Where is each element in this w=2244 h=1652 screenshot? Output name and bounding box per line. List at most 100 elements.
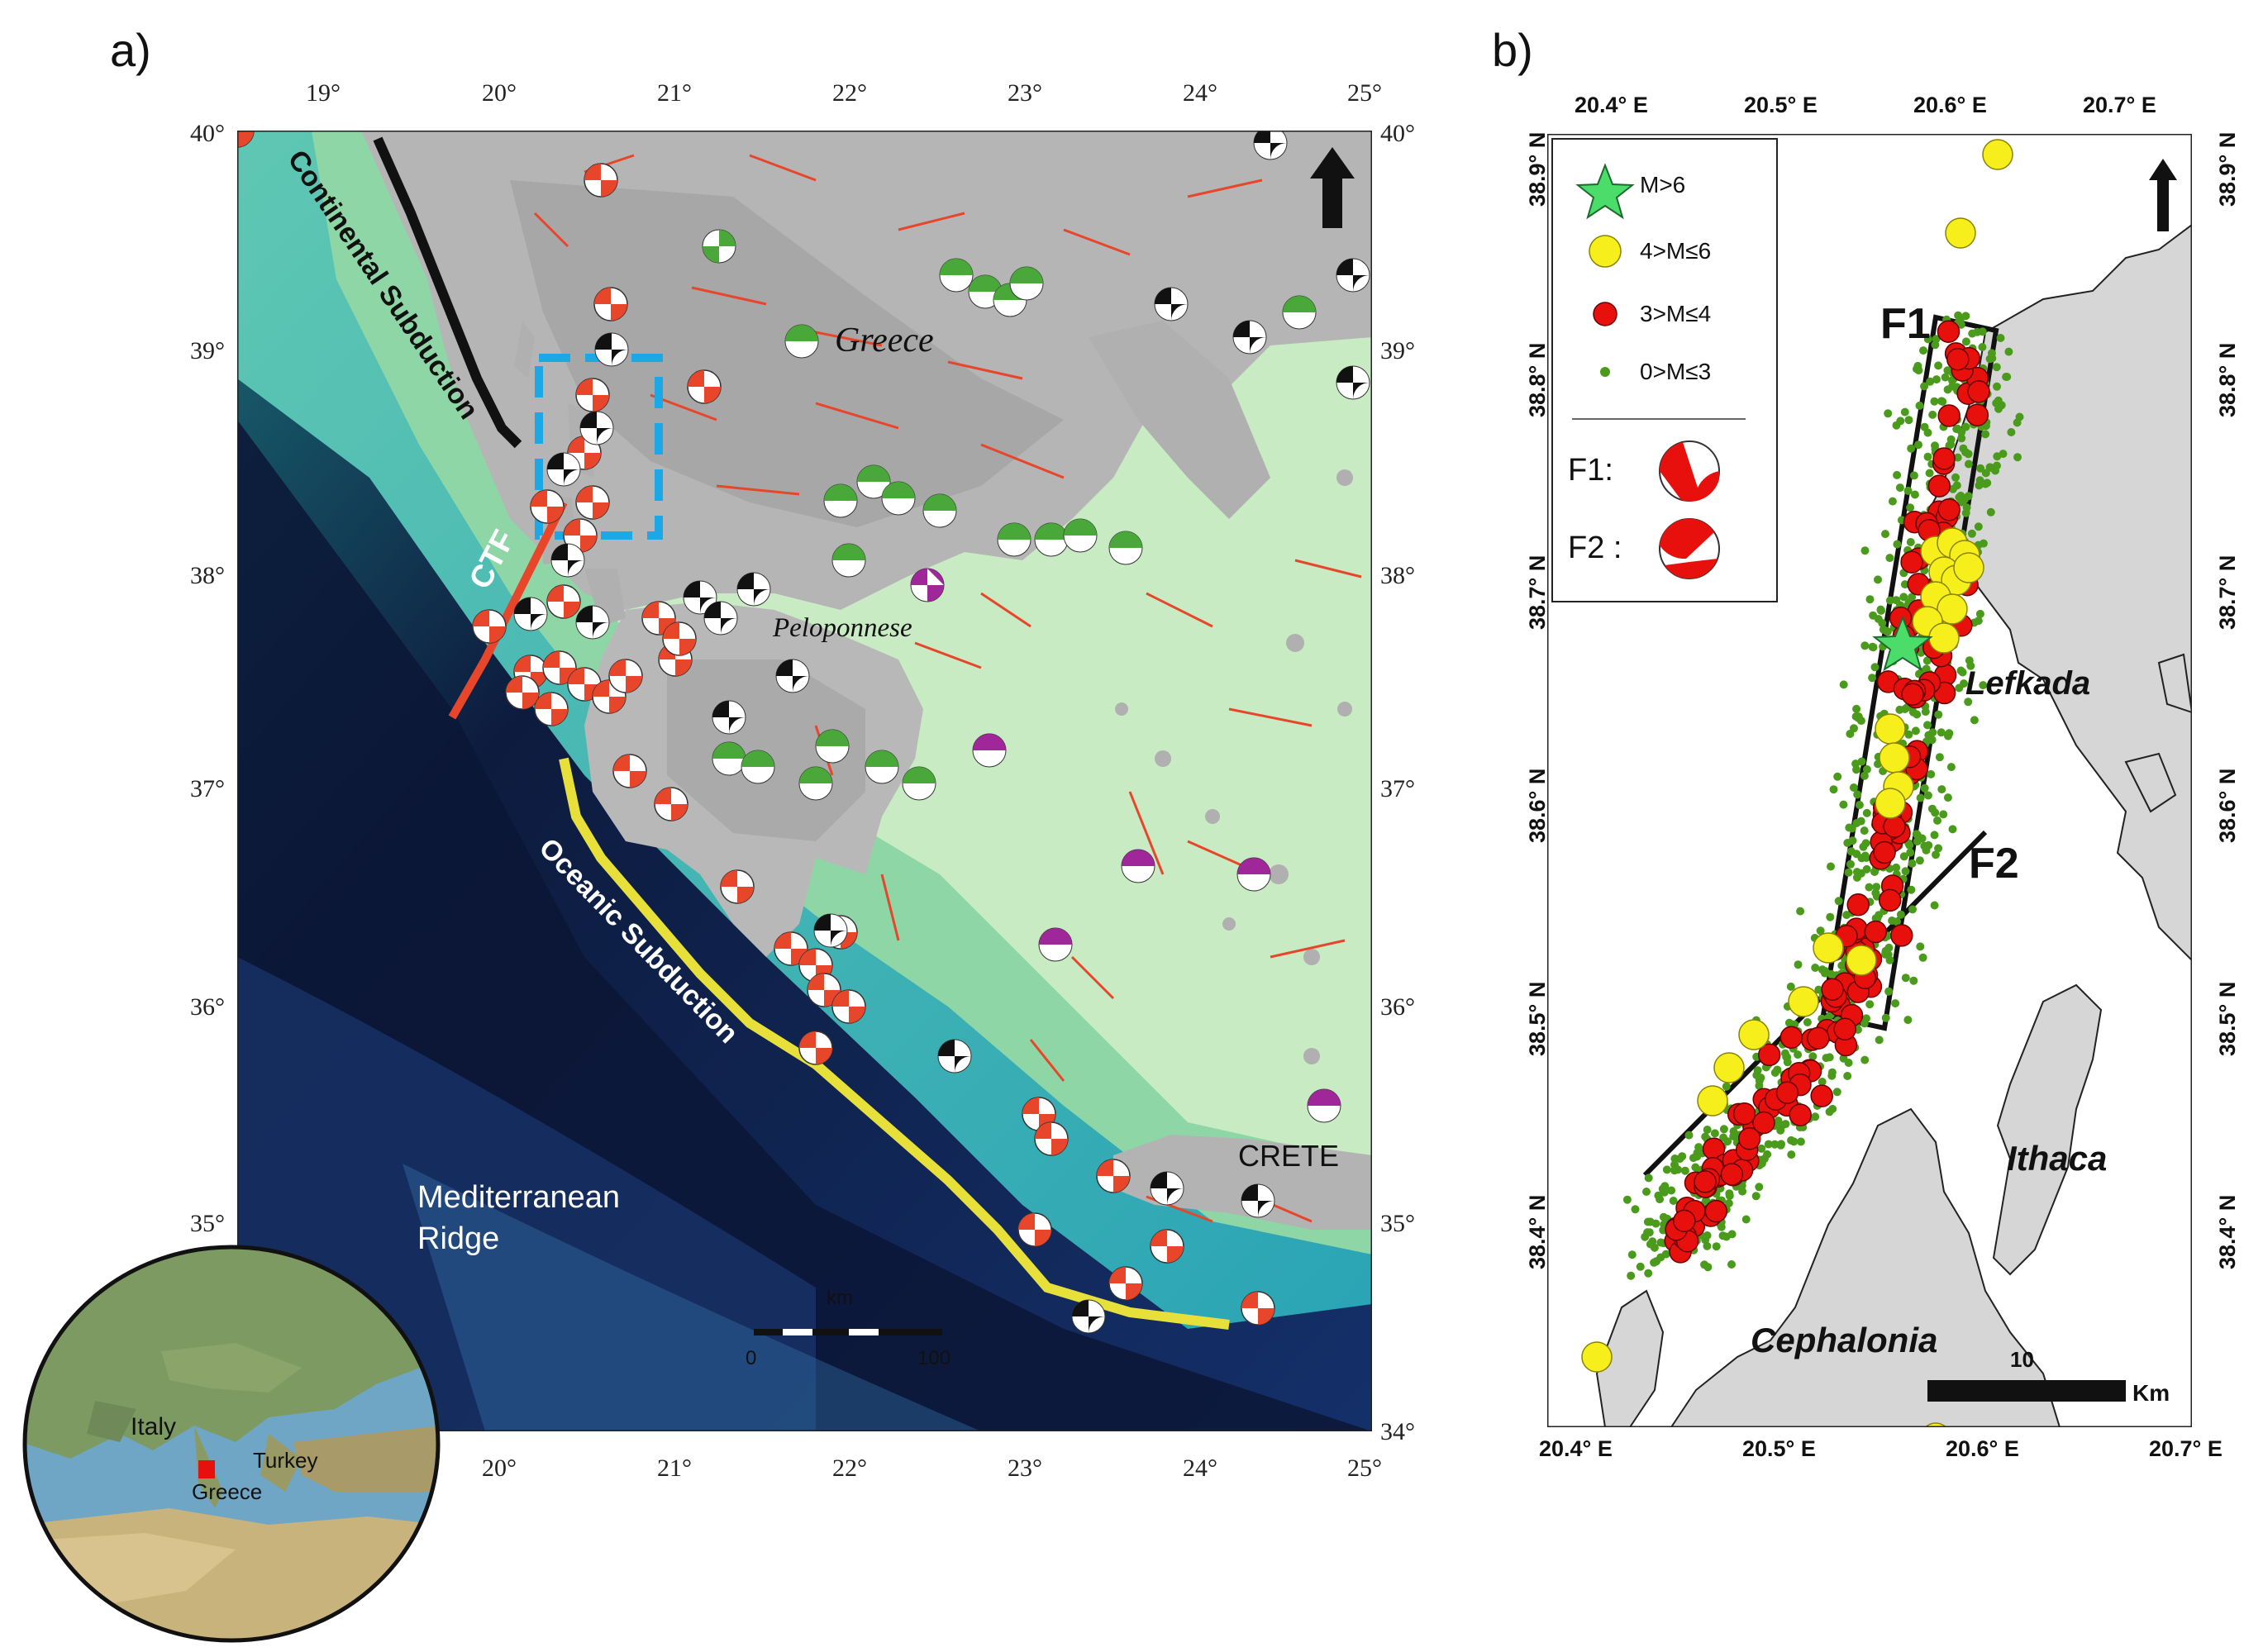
quake-m0-3: [1955, 493, 1964, 502]
inset-turkey: Turkey: [253, 1448, 318, 1473]
quake-m0-3: [1868, 674, 1877, 683]
quake-m3-4: [1927, 474, 1951, 498]
tick-top-25: 25°: [1347, 79, 1382, 107]
panel-a-map: [237, 131, 1372, 1431]
panel-b-label: b): [1492, 24, 1533, 76]
quake-m3-4: [1864, 920, 1888, 944]
legend-m0-label: 0>M≤3: [1640, 359, 1712, 384]
quake-m0-3: [1943, 366, 1952, 375]
quake-m0-3: [1862, 864, 1871, 874]
label-peloponnese: Peloponnese: [773, 613, 912, 643]
quake-m0-3: [1710, 1129, 1719, 1138]
tick-top-22: 22°: [832, 79, 867, 107]
quake-m0-3: [1914, 440, 1922, 450]
quake-m3-4: [1965, 403, 1989, 426]
quake-m4-6: [1928, 622, 1960, 654]
tick-bottom-21: 21°: [657, 1454, 692, 1482]
quake-m4-6: [1937, 593, 1968, 625]
quake-m0-3: [1872, 883, 1881, 892]
quake-m0-3: [1934, 710, 1943, 719]
quake-m0-3: [1892, 863, 1901, 872]
quake-m0-3: [1869, 643, 1878, 652]
quake-m0-3: [1932, 850, 1940, 859]
tick-bottom-25: 25°: [1347, 1454, 1382, 1482]
legend-yellow-dot: [1589, 235, 1622, 268]
tick-left-39: 39°: [190, 337, 225, 364]
tick-b-bottom-205: 20.5° E: [1742, 1436, 1816, 1461]
quake-m0-3: [1844, 868, 1853, 877]
quake-m0-3: [1881, 946, 1890, 955]
label-cephalonia: Cephalonia: [1751, 1321, 1938, 1359]
quake-m0-3: [1784, 1018, 1794, 1027]
quake-m0-3: [1803, 1018, 1812, 1026]
quake-m0-3: [1829, 785, 1838, 794]
quake-m0-3: [1842, 911, 1851, 920]
quake-m0-3: [1862, 854, 1870, 862]
quake-m4-6: [1697, 1085, 1728, 1116]
quake-m0-3: [1670, 1166, 1679, 1175]
quake-m0-3: [1922, 656, 1932, 665]
quake-m0-3: [1852, 850, 1861, 859]
quake-m0-3: [1948, 376, 1956, 385]
panel-b-map: [1547, 134, 2192, 1427]
quake-m4-6: [1713, 1052, 1745, 1083]
quake-m0-3: [1975, 481, 1984, 490]
quake-m0-3: [1923, 335, 1932, 344]
quake-m0-3: [1701, 1132, 1710, 1141]
quake-m0-3: [1957, 434, 1966, 443]
quake-m0-3: [1926, 377, 1935, 386]
quake-m0-3: [1905, 840, 1914, 850]
greece-marker: [198, 1460, 215, 1478]
ithaca-island: [1992, 983, 2103, 1276]
quake-m0-3: [1930, 831, 1939, 840]
quake-m0-3: [1755, 1183, 1764, 1192]
quake-m0-3: [1893, 540, 1902, 549]
quake-m0-3: [1738, 1187, 1747, 1196]
quake-m0-3: [1839, 800, 1848, 809]
quake-m0-3: [1952, 481, 1961, 490]
quake-m0-3: [1860, 546, 1870, 555]
quake-m0-3: [1741, 1215, 1751, 1224]
quake-m3-4: [1846, 893, 1870, 916]
label-ridge-2: Ridge: [417, 1221, 500, 1256]
quake-m0-3: [1903, 486, 1913, 495]
quake-m3-4: [1807, 1026, 1830, 1050]
quake-m0-3: [1796, 1137, 1805, 1146]
quake-m3-4: [1946, 347, 1970, 371]
quake-m0-3: [1684, 1131, 1694, 1140]
quake-m0-3: [1849, 783, 1858, 792]
quake-m0-3: [1956, 320, 1965, 329]
quake-m3-4: [1937, 498, 1961, 521]
quake-m0-3: [1794, 1050, 1803, 1059]
tick-left-36: 36°: [190, 993, 225, 1021]
quake-m0-3: [1859, 842, 1868, 851]
quake-m0-3: [1856, 816, 1865, 826]
quake-m3-4: [1732, 1102, 1756, 1126]
quake-m0-3: [1946, 440, 1956, 449]
quake-m0-3: [1650, 1258, 1659, 1267]
quake-m0-3: [1843, 1072, 1852, 1080]
quake-m0-3: [1656, 1253, 1665, 1262]
legend-m6-label: M>6: [1640, 172, 1686, 198]
quake-m0-3: [1975, 609, 1984, 618]
quake-m0-3: [1700, 1260, 1709, 1269]
quake-m0-3: [1881, 1013, 1890, 1022]
ctf-fault-line: [448, 500, 568, 720]
mainshock-star: [1872, 615, 1933, 672]
quake-m0-3: [1909, 471, 1918, 480]
tick-top-21: 21°: [657, 79, 692, 107]
quake-m0-3: [1644, 1174, 1653, 1183]
quake-m0-3: [1881, 530, 1889, 539]
tick-left-37: 37°: [190, 775, 225, 802]
quake-m0-3: [1920, 783, 1929, 793]
quake-m0-3: [1895, 483, 1904, 493]
quake-m0-3: [1834, 897, 1843, 906]
quake-m0-3: [1907, 444, 1916, 453]
quake-m0-3: [1961, 448, 1970, 457]
quake-m0-3: [1923, 428, 1932, 437]
label-f1: F1: [1880, 300, 1931, 348]
quake-m0-3: [1900, 580, 1909, 589]
quake-m0-3: [1908, 859, 1917, 868]
quake-m0-3: [1933, 816, 1941, 825]
quake-m0-3: [1964, 459, 1973, 469]
